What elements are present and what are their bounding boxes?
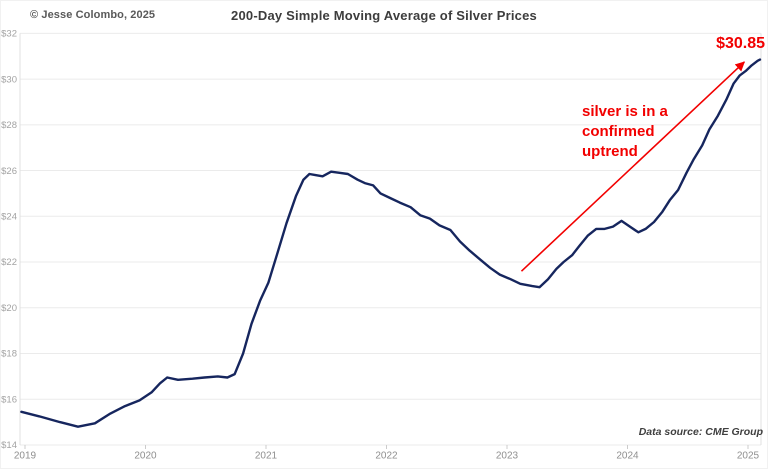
x-tick-label: 2020 <box>134 451 157 462</box>
y-tick-label: $14 <box>1 440 17 451</box>
y-tick-label: $30 <box>1 74 17 85</box>
y-tick-label: $32 <box>1 29 17 40</box>
x-tick-label: 2022 <box>375 451 398 462</box>
x-tick-label: 2019 <box>14 451 37 462</box>
y-tick-label: $28 <box>1 120 17 131</box>
y-tick-label: $26 <box>1 166 17 177</box>
y-tick-label: $16 <box>1 394 17 405</box>
x-tick-label: 2023 <box>496 451 519 462</box>
sma-price-line <box>20 58 762 428</box>
y-tick-label: $18 <box>1 349 17 360</box>
x-tick-label: 2025 <box>737 451 760 462</box>
x-tick-label: 2024 <box>616 451 639 462</box>
x-tick-label: 2021 <box>255 451 278 462</box>
y-tick-label: $20 <box>1 303 17 314</box>
trend-arrow <box>520 61 745 272</box>
y-tick-label: $24 <box>1 212 17 223</box>
y-tick-label: $22 <box>1 257 17 268</box>
